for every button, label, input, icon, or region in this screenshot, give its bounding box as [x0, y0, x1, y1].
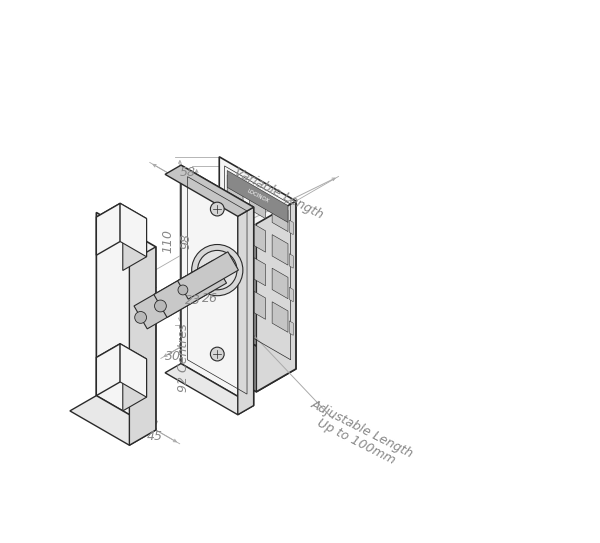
Polygon shape [250, 222, 266, 252]
Polygon shape [227, 276, 243, 306]
Circle shape [211, 202, 224, 216]
Text: LOCINOX: LOCINOX [246, 188, 269, 204]
Polygon shape [272, 235, 288, 265]
Polygon shape [250, 255, 266, 286]
Circle shape [178, 285, 188, 295]
Polygon shape [250, 289, 266, 319]
Text: 30: 30 [165, 350, 181, 363]
Text: 98: 98 [179, 233, 192, 249]
Polygon shape [120, 203, 146, 257]
Polygon shape [70, 396, 156, 445]
Circle shape [191, 244, 243, 296]
Polygon shape [227, 175, 243, 206]
Polygon shape [227, 171, 288, 223]
Text: 110: 110 [161, 229, 175, 252]
Polygon shape [165, 364, 254, 415]
Text: 26: 26 [202, 292, 218, 305]
Polygon shape [272, 268, 288, 299]
Polygon shape [238, 207, 254, 415]
Polygon shape [250, 188, 266, 219]
Polygon shape [97, 344, 146, 372]
Polygon shape [134, 268, 214, 329]
Text: 45: 45 [147, 430, 163, 443]
Circle shape [155, 300, 166, 312]
Text: 58: 58 [180, 166, 196, 179]
Text: Variable Length: Variable Length [232, 165, 325, 221]
Polygon shape [97, 212, 156, 430]
Text: 23: 23 [185, 294, 201, 307]
Polygon shape [289, 254, 293, 268]
Text: 92 Centres: 92 Centres [178, 323, 190, 392]
Circle shape [197, 250, 237, 290]
Polygon shape [256, 201, 296, 392]
Polygon shape [120, 344, 146, 397]
Polygon shape [289, 287, 293, 302]
Polygon shape [97, 344, 120, 396]
Polygon shape [165, 165, 254, 216]
Polygon shape [219, 157, 296, 369]
Circle shape [211, 263, 224, 277]
Circle shape [135, 312, 146, 323]
Polygon shape [289, 220, 293, 235]
Polygon shape [272, 201, 288, 231]
Circle shape [211, 347, 224, 361]
Polygon shape [227, 209, 243, 239]
Polygon shape [227, 242, 243, 273]
Polygon shape [154, 260, 227, 318]
Polygon shape [97, 203, 146, 232]
Polygon shape [123, 359, 146, 411]
Polygon shape [130, 247, 156, 445]
Polygon shape [97, 203, 120, 255]
Text: Adjustable Length
Up to 100mm: Adjustable Length Up to 100mm [302, 397, 416, 473]
Polygon shape [123, 219, 146, 270]
Polygon shape [272, 302, 288, 332]
Polygon shape [178, 252, 238, 299]
Polygon shape [179, 325, 296, 392]
Polygon shape [181, 165, 254, 406]
Polygon shape [289, 321, 293, 336]
